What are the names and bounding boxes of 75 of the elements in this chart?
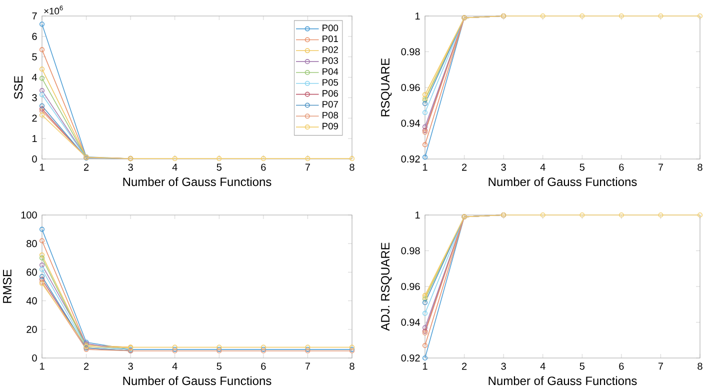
text: ×10$^{6}$ bbox=[44, 6, 63, 14]
legend-label: P01 bbox=[322, 35, 338, 42]
y-tick-label: 20 bbox=[26, 326, 37, 333]
y-tick-label: 60 bbox=[26, 268, 37, 276]
y-tick-label: 0.92 bbox=[401, 155, 420, 163]
x-tick-label: 1 bbox=[422, 362, 428, 370]
y-tick-label: 0 bbox=[32, 354, 37, 362]
x-tick-label: 4 bbox=[540, 362, 546, 370]
x-tick-label: 4 bbox=[172, 362, 178, 370]
x-tick-label: 1 bbox=[422, 164, 428, 171]
y-tick-label: 100 bbox=[21, 211, 37, 219]
x-tick-label: 5 bbox=[580, 362, 585, 370]
legend-label: P03 bbox=[322, 57, 338, 64]
x-tick-label: 7 bbox=[305, 164, 310, 171]
legend-label: P04 bbox=[322, 68, 338, 75]
x-tick-label: 3 bbox=[128, 164, 133, 171]
y-tick-label: 6 bbox=[32, 32, 37, 40]
x-tick-label: 7 bbox=[658, 362, 663, 370]
y-tick-label: 5 bbox=[32, 53, 37, 60]
y-tick-label: 0.98 bbox=[401, 247, 420, 254]
y-tick-label: 80 bbox=[26, 240, 37, 248]
x-tick-label: 1 bbox=[40, 164, 44, 171]
legend-label: P05 bbox=[322, 79, 338, 86]
y-tick-label: 0.96 bbox=[401, 84, 420, 92]
x-tick-label: 5 bbox=[216, 164, 222, 171]
y-axis-title: RSQUARE bbox=[381, 58, 392, 116]
legend-label: P00 bbox=[322, 24, 338, 32]
x-tick-label: 1 bbox=[40, 362, 44, 370]
x-tick-label: 7 bbox=[305, 362, 310, 370]
x-tick-label: 8 bbox=[350, 164, 354, 171]
x-tick-label: 8 bbox=[698, 362, 702, 370]
x-tick-label: 6 bbox=[261, 362, 266, 370]
y-tick-label: 1 bbox=[415, 12, 420, 20]
y-tick-label: 0.96 bbox=[401, 282, 420, 290]
y-tick-label: 0.94 bbox=[401, 318, 420, 326]
y-tick-label: 1 bbox=[32, 135, 37, 142]
x-tick-label: 2 bbox=[84, 164, 89, 171]
x-axis-title: Number of Gauss Functions bbox=[123, 376, 272, 386]
x-tick-label: 8 bbox=[350, 362, 354, 370]
x-tick-label: 2 bbox=[462, 164, 467, 171]
y-tick-label: 7 bbox=[32, 12, 37, 20]
x-tick-label: 2 bbox=[84, 362, 89, 370]
x-axis-title: Number of Gauss Functions bbox=[488, 376, 637, 386]
x-tick-label: 6 bbox=[619, 164, 624, 171]
legend-label: P02 bbox=[322, 46, 338, 53]
legend-label: P09 bbox=[322, 122, 338, 130]
y-axis-title: RMSE bbox=[2, 270, 12, 303]
y-tick-label: 3 bbox=[32, 94, 37, 102]
x-tick-label: 2 bbox=[462, 362, 467, 370]
x-tick-label: 3 bbox=[501, 164, 506, 171]
y-axis-title: SSE bbox=[14, 76, 23, 99]
x-tick-label: 5 bbox=[216, 362, 222, 370]
y-tick-label: 0 bbox=[32, 155, 37, 163]
y-tick-label: 0.94 bbox=[401, 120, 420, 127]
x-tick-label: 3 bbox=[128, 362, 133, 370]
x-tick-label: 6 bbox=[261, 164, 266, 171]
x-tick-label: 6 bbox=[619, 362, 624, 370]
y-tick-label: 40 bbox=[26, 297, 37, 304]
y-axis-title: ADJ. RSQUARE bbox=[381, 242, 392, 331]
x-tick-label: 7 bbox=[658, 164, 663, 171]
legend-label: P08 bbox=[322, 112, 338, 118]
y-tick-label: 0.92 bbox=[401, 354, 420, 362]
y-tick-label: 2 bbox=[32, 114, 37, 122]
legend-label: P06 bbox=[322, 90, 338, 97]
x-tick-label: 4 bbox=[172, 164, 178, 171]
y-tick-label: 1 bbox=[415, 212, 420, 218]
x-axis-title: Number of Gauss Functions bbox=[488, 177, 637, 186]
x-axis-title: Number of Gauss Functions bbox=[123, 177, 272, 186]
legend-label: P07 bbox=[322, 100, 338, 108]
x-tick-label: 4 bbox=[540, 164, 546, 171]
x-tick-label: 3 bbox=[501, 362, 506, 370]
x-tick-label: 8 bbox=[698, 164, 702, 171]
x-tick-label: 5 bbox=[580, 164, 585, 171]
y-tick-label: 0.98 bbox=[401, 48, 420, 56]
y-tick-label: 4 bbox=[32, 74, 37, 81]
